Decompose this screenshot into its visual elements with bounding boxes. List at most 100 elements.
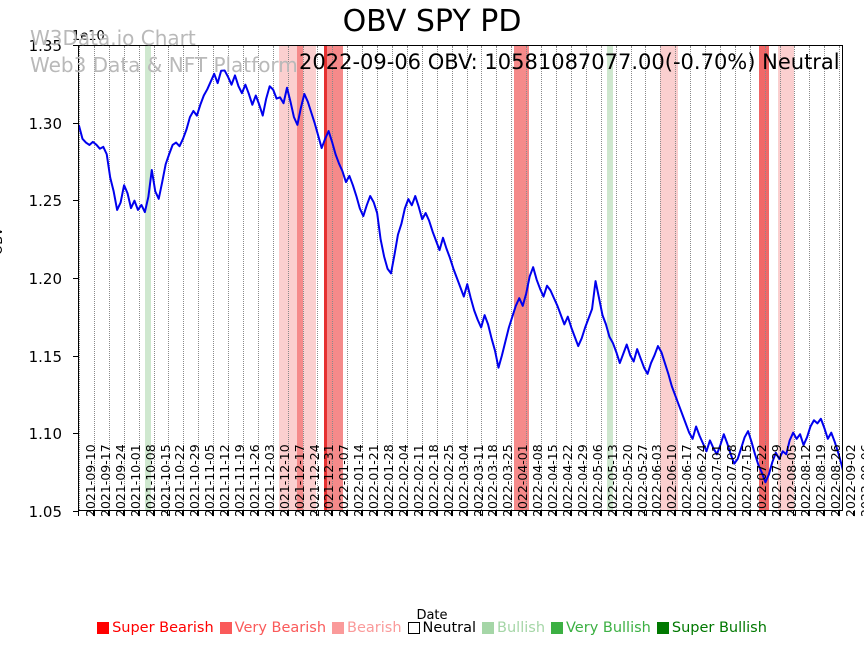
y-tick-label: 1.10 <box>28 425 62 444</box>
x-tick-mark <box>510 511 512 516</box>
x-tick-label: 2022-05-06 <box>589 444 605 517</box>
x-tick-mark <box>152 511 154 516</box>
y-tick-label: 1.35 <box>28 37 62 55</box>
x-tick-label: 2022-01-21 <box>366 444 382 517</box>
grid-line <box>198 46 200 510</box>
x-tick-label: 2022-07-22 <box>753 444 769 517</box>
x-tick-mark <box>480 511 482 516</box>
legend-swatch-icon <box>97 622 110 634</box>
legend-label: Super Bearish <box>112 620 214 636</box>
x-tick-mark <box>405 511 407 516</box>
x-tick-mark <box>241 511 243 516</box>
x-tick-label: 2021-12-10 <box>276 444 292 517</box>
grid-line <box>213 46 215 510</box>
grid-line <box>585 46 587 510</box>
x-tick-mark <box>107 511 109 516</box>
x-tick-label: 2022-01-07 <box>336 444 352 517</box>
grid-line <box>451 46 453 510</box>
grid-line <box>257 46 259 510</box>
legend-swatch-icon <box>482 622 495 634</box>
x-tick-mark <box>92 511 94 516</box>
x-tick-mark <box>301 511 303 516</box>
legend-label: Bullish <box>497 620 546 636</box>
x-tick-mark <box>599 511 601 516</box>
x-tick-mark <box>853 511 855 516</box>
x-tick-label: 2021-11-05 <box>202 444 218 517</box>
x-tick-label: 2021-10-29 <box>187 444 203 517</box>
x-tick-label: 2022-08-26 <box>828 444 844 517</box>
x-tick-mark <box>763 511 765 516</box>
x-tick-label: 2022-04-22 <box>559 444 575 517</box>
y-tick-mark <box>73 355 78 357</box>
grid-line <box>496 46 498 510</box>
legend-item-very-bearish[interactable]: Very Bearish <box>217 620 329 636</box>
x-tick-mark <box>793 511 795 516</box>
legend-item-bearish[interactable]: Bearish <box>329 620 405 636</box>
x-tick-label: 2022-04-08 <box>530 444 546 517</box>
grid-line <box>317 46 319 510</box>
legend-swatch-icon <box>656 622 669 634</box>
x-tick-mark <box>346 511 348 516</box>
x-tick-mark <box>212 511 214 516</box>
x-tick-mark <box>554 511 556 516</box>
x-tick-mark <box>644 511 646 516</box>
grid-line <box>347 46 349 510</box>
x-tick-mark <box>286 511 288 516</box>
grid-line <box>392 46 394 510</box>
x-tick-mark <box>376 511 378 516</box>
grid-line <box>302 46 304 510</box>
x-tick-label: 2021-12-03 <box>261 444 277 517</box>
grid-line <box>645 46 647 510</box>
grid-line <box>511 46 513 510</box>
grid-line <box>421 46 423 510</box>
x-tick-label: 2021-11-19 <box>232 444 248 517</box>
legend-item-super-bullish[interactable]: Super Bullish <box>654 620 770 636</box>
legend-item-super-bearish[interactable]: Super Bearish <box>94 620 217 636</box>
signal-band-bullish <box>606 46 613 510</box>
grid-line <box>734 46 736 510</box>
x-tick-label: 2022-07-01 <box>709 444 725 517</box>
legend-item-bullish[interactable]: Bullish <box>479 620 548 636</box>
x-tick-label: 2022-07-29 <box>768 444 784 517</box>
y-tick-mark <box>73 278 78 279</box>
y-tick-label: 1.15 <box>28 347 62 366</box>
x-tick-mark <box>182 511 184 516</box>
x-tick-mark <box>674 511 676 516</box>
x-tick-label: 2022-07-15 <box>738 444 754 517</box>
grid-line <box>630 46 632 510</box>
x-tick-mark <box>569 511 571 516</box>
grid-line <box>287 46 289 510</box>
grid-line <box>660 46 662 510</box>
x-tick-label: 2022-02-04 <box>396 444 412 517</box>
x-tick-label: 2021-12-17 <box>291 444 307 517</box>
legend-label: Very Bearish <box>234 620 327 636</box>
x-tick-label: 2022-06-17 <box>679 444 695 517</box>
signal-band-super-bearish <box>324 46 327 510</box>
grid-line <box>719 46 721 510</box>
x-tick-mark <box>331 511 333 516</box>
x-tick-mark <box>361 511 363 516</box>
x-tick-mark <box>629 511 631 516</box>
x-tick-label: 2022-09-02 <box>843 444 859 517</box>
x-tick-label: 2022-03-04 <box>455 444 471 517</box>
legend-item-neutral[interactable]: Neutral <box>405 620 480 636</box>
y-tick-label: 1.20 <box>28 270 62 288</box>
grid-line <box>93 46 95 510</box>
x-tick-label: 2022-03-25 <box>500 444 516 517</box>
x-tick-mark <box>137 511 139 516</box>
grid-line <box>541 46 543 510</box>
x-tick-label: 2022-04-29 <box>574 444 590 517</box>
grid-line <box>108 46 110 510</box>
grid-line <box>779 46 781 510</box>
x-tick-label: 2022-05-27 <box>634 444 650 517</box>
x-tick-label: 2022-08-19 <box>813 444 829 517</box>
x-tick-label: 2022-07-08 <box>723 444 739 517</box>
grid-line <box>466 46 468 510</box>
x-tick-label: 2021-09-17 <box>97 444 113 517</box>
x-tick-mark <box>256 511 258 516</box>
x-tick-label: 2021-11-26 <box>246 444 262 517</box>
x-tick-label: 2022-02-11 <box>410 444 426 517</box>
grid-line <box>705 46 707 510</box>
x-tick-mark <box>391 511 393 516</box>
legend-item-very-bullish[interactable]: Very Bullish <box>548 620 654 636</box>
